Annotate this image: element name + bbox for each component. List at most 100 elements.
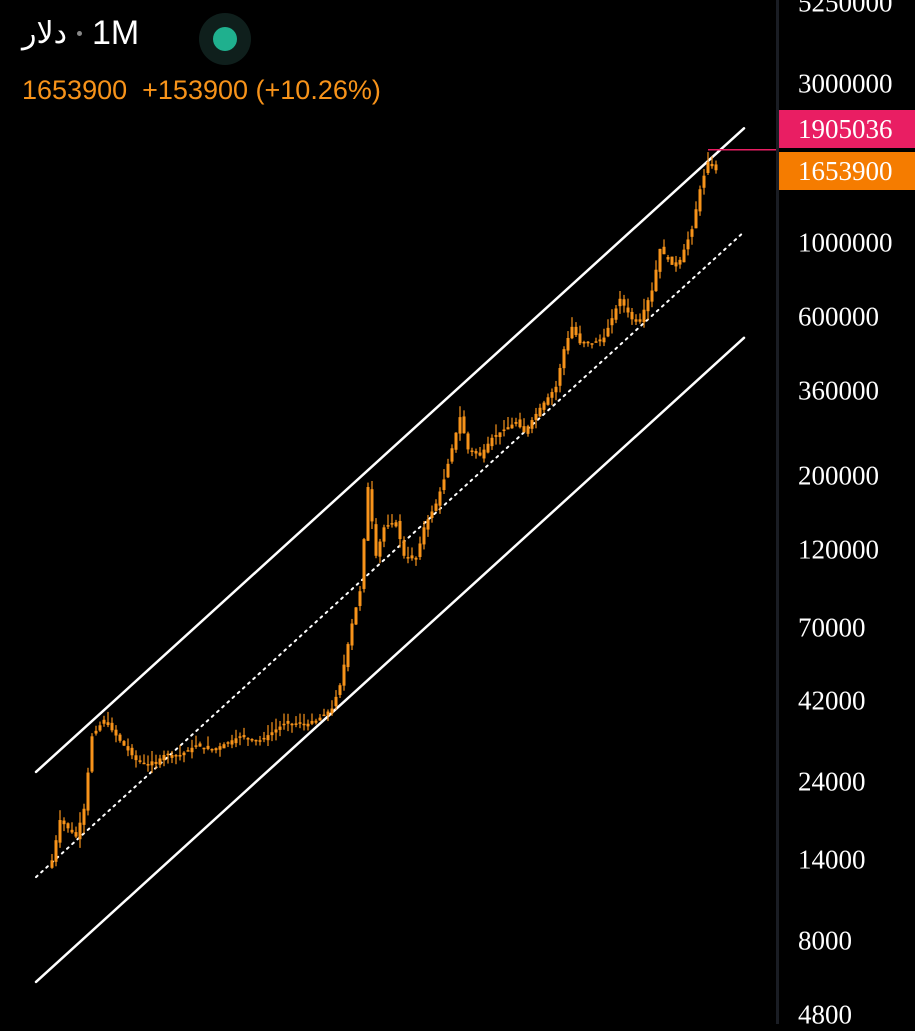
candle: [538, 407, 542, 417]
candle: [142, 762, 146, 765]
candle: [658, 248, 662, 272]
candle: [350, 623, 354, 646]
candle: [378, 541, 382, 557]
candle: [510, 424, 514, 429]
channel-lower-line: [34, 336, 746, 984]
candle: [382, 527, 386, 542]
candle: [442, 479, 446, 491]
candle: [706, 162, 710, 173]
candle: [222, 744, 226, 749]
candle: [346, 644, 350, 668]
candle: [318, 717, 322, 721]
y-tick-label: 600000: [798, 301, 879, 332]
candle: [278, 726, 282, 730]
candle: [542, 402, 546, 410]
candle: [426, 519, 430, 530]
price-change: +153900: [142, 75, 249, 105]
candle: [606, 327, 610, 337]
candle: [578, 333, 582, 344]
candle: [562, 349, 566, 369]
candle: [218, 746, 222, 750]
candle: [290, 723, 294, 726]
candle: [174, 755, 178, 757]
candle: [558, 367, 562, 386]
candle: [94, 730, 98, 734]
candle: [618, 298, 622, 307]
interval-label[interactable]: 1M: [91, 14, 140, 52]
candle: [454, 432, 458, 450]
candle: [678, 259, 682, 265]
candle: [70, 829, 74, 833]
candle: [62, 820, 66, 825]
candle: [358, 591, 362, 606]
candle: [634, 319, 638, 322]
symbol-name[interactable]: دلار: [22, 16, 67, 51]
candle: [482, 449, 486, 459]
candle: [254, 739, 258, 742]
candle: [490, 437, 494, 447]
candle: [182, 752, 186, 756]
candle: [362, 539, 366, 589]
candle: [286, 720, 290, 724]
candle: [698, 189, 702, 212]
candle: [498, 432, 502, 438]
candle: [190, 747, 194, 753]
price-chart[interactable]: [0, 0, 776, 1024]
candle: [430, 511, 434, 519]
candle: [74, 832, 78, 837]
candle: [50, 860, 54, 868]
candle: [302, 723, 306, 726]
candle: [298, 722, 302, 724]
candle: [390, 523, 394, 525]
candle: [694, 209, 698, 229]
candle: [366, 487, 370, 541]
candle: [238, 736, 242, 738]
candle: [134, 755, 138, 761]
candle: [194, 745, 198, 747]
candle: [674, 262, 678, 267]
candle: [226, 742, 230, 744]
candle: [622, 299, 626, 306]
y-tick-label: 8000: [798, 925, 852, 956]
candle: [98, 725, 102, 731]
y-tick-label: 200000: [798, 460, 879, 491]
candle: [158, 758, 162, 765]
candle: [502, 429, 506, 432]
separator-dot: [76, 31, 82, 36]
candle: [250, 739, 254, 741]
candle: [474, 451, 478, 454]
candle: [434, 503, 438, 511]
candle: [594, 341, 598, 343]
candle: [274, 729, 278, 733]
candle: [54, 840, 58, 862]
candle: [546, 397, 550, 405]
candle: [614, 308, 618, 320]
candle: [130, 747, 134, 756]
candle: [446, 463, 450, 478]
candle: [386, 525, 390, 527]
candle: [394, 522, 398, 527]
candle: [78, 822, 82, 840]
candle: [470, 450, 474, 452]
candle: [262, 737, 266, 740]
candle: [466, 433, 470, 450]
candle: [458, 417, 462, 434]
y-tick-label: 3000000: [798, 68, 893, 99]
candle: [110, 722, 114, 731]
price-axis[interactable]: 5250000 3000000 1000000 600000 360000 200000 1…: [776, 0, 915, 1030]
candle: [550, 392, 554, 398]
y-tick-label: 24000: [798, 766, 866, 797]
candle: [462, 416, 466, 434]
candle: [126, 746, 130, 751]
live-dot-icon: [199, 13, 251, 65]
candle: [570, 326, 574, 339]
y-tick-label: 70000: [798, 612, 866, 643]
candle: [206, 745, 210, 749]
candle: [138, 760, 142, 762]
candle: [478, 452, 482, 456]
channel-upper-line: [34, 127, 746, 774]
candle: [234, 738, 238, 744]
candle: [306, 723, 310, 727]
candle: [670, 256, 674, 265]
quote-line: 1653900 +153900 (+10.26%): [22, 75, 381, 106]
